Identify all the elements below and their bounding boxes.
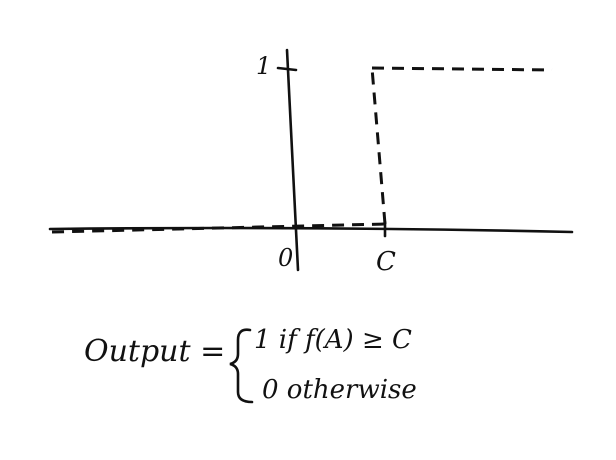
- step-high-dashed: [371, 66, 553, 72]
- formula-case-false: 0 otherwise: [262, 375, 417, 405]
- step-low-dashed: [51, 222, 386, 234]
- step-jump-dashed: [370, 67, 387, 225]
- origin-label: 0: [278, 244, 293, 272]
- y-axis: [285, 48, 300, 272]
- threshold-c-label: C: [376, 247, 396, 277]
- y-one-label: 1: [256, 52, 271, 80]
- x-axis: [48, 226, 574, 234]
- y-tick-one: [276, 66, 298, 72]
- formula-brace: [229, 328, 254, 404]
- formula-case-true: 1 if f(A) ≥ C: [254, 325, 412, 355]
- formula-lhs: Output =: [84, 334, 225, 369]
